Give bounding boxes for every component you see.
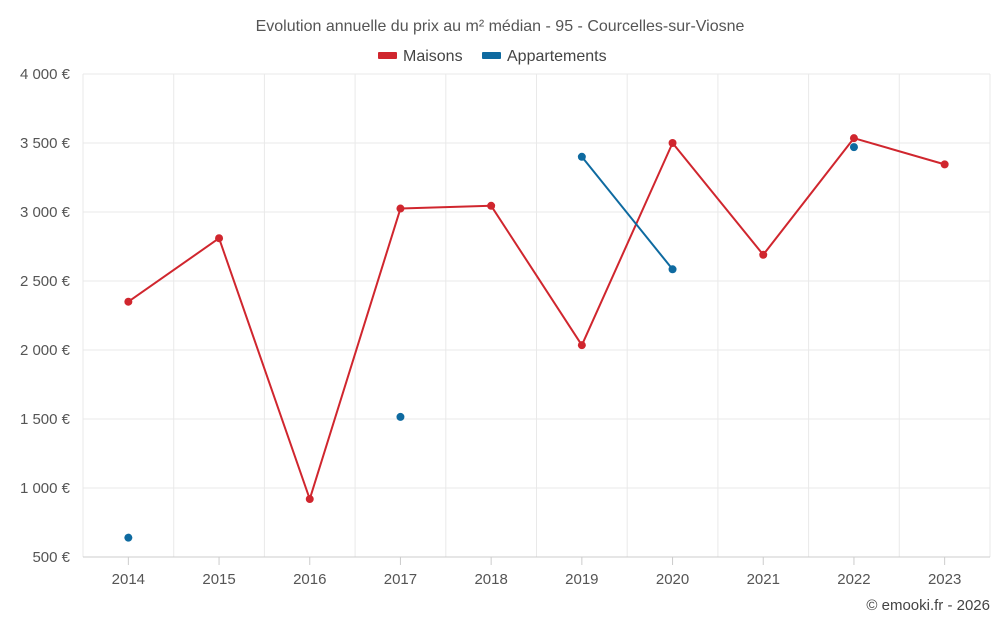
y-tick-label: 1 000 € (20, 480, 71, 497)
point-maisons[interactable] (849, 134, 858, 143)
point-maisons[interactable] (577, 341, 586, 350)
y-tick-label: 4 000 € (20, 66, 71, 83)
x-tick-label: 2018 (474, 571, 507, 588)
x-axis: 2014 2015 2016 2017 2018 2019 2020 2021 2022 2023 (83, 556, 990, 588)
series-line-maisons (308, 207, 402, 501)
y-tick-label: 2 500 € (20, 273, 71, 290)
x-tick-label: 2016 (293, 571, 326, 588)
legend-item-appartements[interactable]: Appartements (482, 48, 607, 65)
series-line-maisons (580, 142, 674, 347)
y-tick-label: 1 500 € (20, 411, 71, 428)
series-line-maisons (127, 237, 221, 303)
series-line-maisons (399, 204, 493, 210)
legend: Maisons Appartements (378, 48, 607, 65)
series-line-appartements (580, 155, 674, 271)
y-tick-label: 2 000 € (20, 342, 71, 359)
point-maisons[interactable] (215, 234, 224, 243)
x-tick-label: 2022 (837, 571, 870, 588)
point-maisons[interactable] (759, 250, 768, 259)
legend-label-appartements: Appartements (507, 48, 607, 65)
chart-title: Evolution annuelle du prix au m² médian … (256, 18, 745, 35)
x-tick-label: 2021 (747, 571, 780, 588)
point-appartements[interactable] (396, 412, 405, 421)
point-maisons[interactable] (124, 297, 133, 306)
y-tick-label: 3 000 € (20, 204, 71, 221)
y-tick-label: 3 500 € (20, 135, 71, 152)
point-maisons[interactable] (305, 495, 314, 504)
point-appartements[interactable] (668, 265, 677, 274)
series-line-maisons (671, 142, 765, 256)
series-line-maisons (490, 204, 583, 347)
x-tick-label: 2015 (202, 571, 235, 588)
legend-label-maisons: Maisons (403, 48, 463, 65)
x-tick-label: 2019 (565, 571, 598, 588)
x-tick-label: 2014 (112, 571, 145, 588)
point-appartements[interactable] (124, 533, 133, 542)
credit-text: © emooki.fr - 2026 (866, 597, 990, 614)
plot-series (124, 134, 949, 542)
point-maisons[interactable] (487, 201, 496, 210)
series-line-maisons (762, 137, 855, 256)
series-line-maisons (852, 137, 946, 166)
point-maisons[interactable] (396, 204, 405, 213)
legend-swatch-appartements (482, 52, 501, 59)
x-tick-label: 2020 (656, 571, 689, 588)
point-maisons[interactable] (668, 139, 677, 147)
point-appartements[interactable] (849, 143, 858, 152)
grid (82, 73, 991, 557)
y-tick-label: 500 € (32, 549, 70, 566)
legend-item-maisons[interactable]: Maisons (378, 48, 463, 65)
y-axis: 500 € 1 000 € 1 500 € 2 000 € 2 500 € 3 000 €… (20, 66, 71, 566)
point-appartements[interactable] (577, 152, 586, 161)
x-tick-label: 2023 (928, 571, 961, 588)
legend-swatch-maisons (378, 52, 397, 59)
point-maisons[interactable] (940, 160, 949, 169)
series-line-maisons (218, 237, 311, 501)
x-tick-label: 2017 (384, 571, 417, 588)
